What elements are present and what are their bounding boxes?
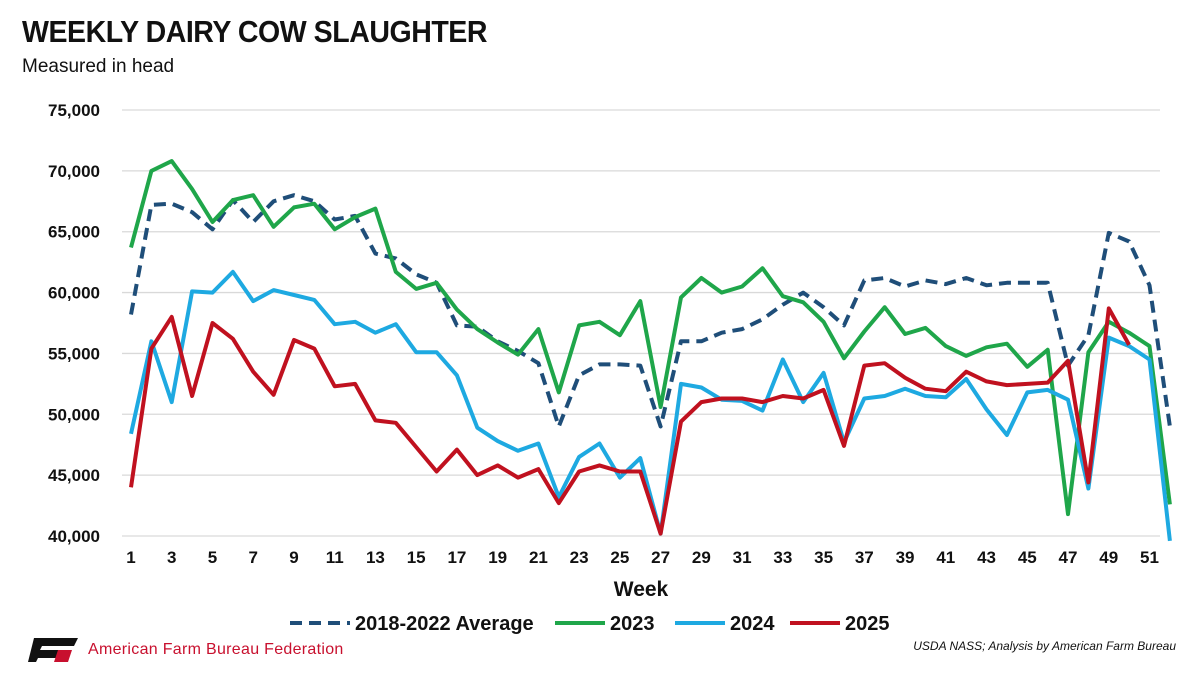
footer-branding: American Farm Bureau Federation	[28, 638, 344, 662]
x-tick-label: 21	[529, 548, 548, 567]
x-tick-label: 15	[407, 548, 426, 567]
x-tick-label: 23	[570, 548, 589, 567]
x-tick-label: 29	[692, 548, 711, 567]
x-tick-label: 47	[1059, 548, 1078, 567]
x-tick-label: 27	[651, 548, 670, 567]
farm-bureau-logo	[28, 638, 78, 662]
x-tick-label: 17	[447, 548, 466, 567]
series-line-2024	[129, 269, 1172, 542]
x-tick-label: 45	[1018, 548, 1037, 567]
organization-name: American Farm Bureau Federation	[88, 641, 344, 658]
y-tick-label: 40,000	[48, 527, 100, 546]
legend-label: 2024	[730, 613, 775, 635]
x-tick-label: 11	[326, 548, 344, 567]
y-tick-label: 55,000	[48, 344, 100, 363]
legend-label: 2018-2022 Average	[355, 613, 534, 635]
x-tick-label: 7	[248, 548, 257, 567]
x-tick-label: 13	[366, 548, 385, 567]
x-tick-label: 31	[733, 548, 752, 567]
x-tick-label: 19	[488, 548, 507, 567]
source-note: USDA NASS; Analysis by American Farm Bur…	[913, 639, 1176, 653]
x-tick-label: 33	[773, 548, 792, 567]
series-line-2025	[129, 306, 1131, 536]
x-tick-label: 49	[1099, 548, 1118, 567]
y-tick-label: 75,000	[48, 101, 100, 120]
y-tick-label: 50,000	[48, 405, 100, 424]
x-tick-label: 43	[977, 548, 996, 567]
x-tick-label: 25	[610, 548, 629, 567]
legend-label: 2023	[610, 613, 655, 635]
y-tick-label: 60,000	[48, 284, 100, 303]
x-tick-label: 1	[126, 548, 135, 567]
y-tick-label: 45,000	[48, 466, 100, 485]
series-line-2023	[129, 159, 1172, 517]
legend-label: 2025	[845, 613, 890, 635]
chart-title: WEEKLY DAIRY COW SLAUGHTER	[22, 14, 488, 49]
x-tick-label: 37	[855, 548, 874, 567]
y-tick-label: 70,000	[48, 162, 100, 181]
x-tick-label: 39	[896, 548, 915, 567]
x-axis-label: Week	[614, 578, 669, 601]
x-tick-label: 3	[167, 548, 176, 567]
x-tick-label: 35	[814, 548, 833, 567]
x-tick-label: 41	[936, 548, 955, 567]
x-tick-label: 5	[208, 548, 217, 567]
x-tick-label: 51	[1140, 548, 1159, 567]
series-line-2018-2022-average	[129, 193, 1172, 429]
y-tick-label: 65,000	[48, 223, 100, 242]
chart-subtitle: Measured in head	[22, 56, 175, 77]
x-tick-label: 9	[289, 548, 298, 567]
